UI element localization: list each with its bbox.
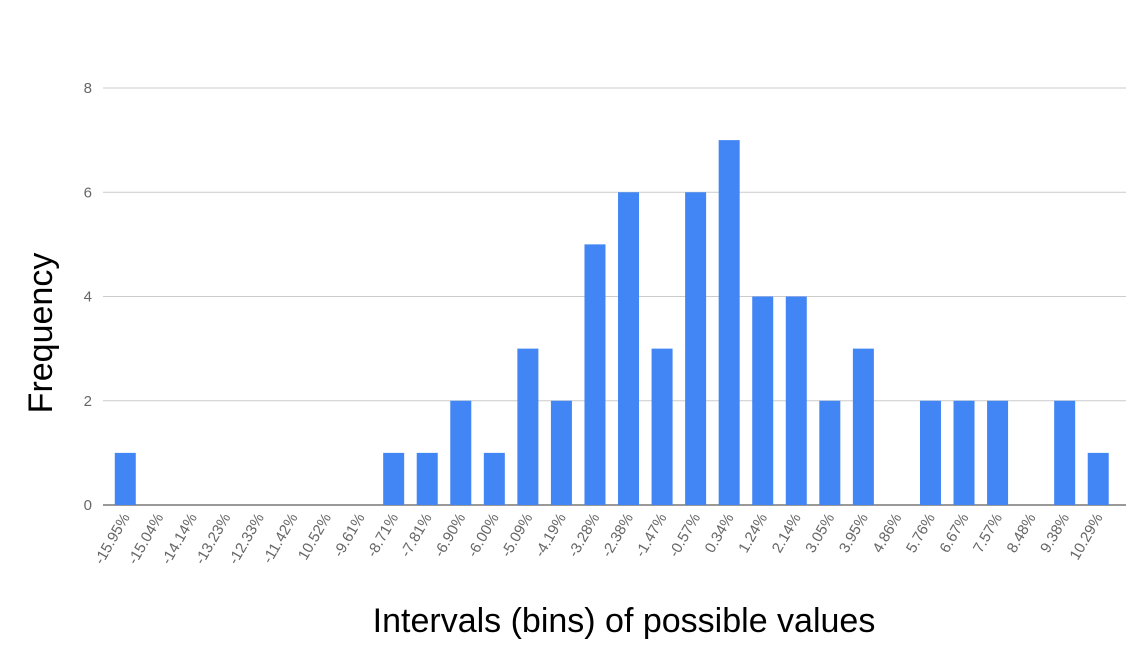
x-tick-label: -9.61%: [330, 511, 368, 561]
bar: [852, 348, 874, 505]
x-tick-label: -2.38%: [599, 511, 637, 561]
x-tick-label: 8.48%: [1004, 511, 1040, 556]
x-tick-label: -8.71%: [364, 511, 402, 561]
x-tick-label: 7.57%: [970, 511, 1006, 556]
bar: [383, 452, 405, 505]
bar: [752, 296, 774, 505]
x-tick-label: 10.52%: [295, 511, 335, 564]
x-tick-label: 3.95%: [836, 511, 872, 556]
x-tick-label: -5.09%: [498, 511, 536, 561]
x-tick-label: 2.14%: [769, 511, 805, 556]
x-tick-label: -0.57%: [666, 511, 704, 561]
x-tick-label: -4.19%: [531, 511, 569, 561]
bar-layer: [114, 140, 1109, 505]
bar: [1087, 452, 1109, 505]
bar: [785, 296, 807, 505]
x-tick-label: 9.38%: [1037, 511, 1073, 556]
bar: [517, 348, 539, 505]
bar: [819, 400, 841, 505]
x-tick-label: 3.05%: [802, 511, 838, 556]
bar: [114, 452, 136, 505]
bar: [450, 400, 472, 505]
bar: [584, 244, 606, 505]
bar: [919, 400, 941, 505]
bar: [483, 452, 505, 505]
bar: [987, 400, 1009, 505]
bar: [718, 140, 740, 505]
x-tick-label: -1.47%: [632, 511, 670, 561]
x-tick-label: 0.34%: [702, 511, 738, 556]
x-tick-label: 1.24%: [735, 511, 771, 556]
y-tick-label: 4: [84, 289, 92, 306]
x-tick-label: -3.28%: [565, 511, 603, 561]
y-axis-title: Frequency: [22, 253, 60, 414]
x-tick-label: 4.86%: [869, 511, 905, 556]
x-tick-labels: -15.95%-15.04%-14.14%-13.23%-12.33%-11.4…: [91, 511, 1107, 568]
bar: [953, 400, 975, 505]
bar: [618, 192, 640, 505]
y-tick-label: 0: [84, 497, 92, 514]
bar: [651, 348, 673, 505]
x-tick-label: 5.76%: [903, 511, 939, 556]
bar: [550, 400, 572, 505]
x-tick-label: -7.81%: [397, 511, 435, 561]
x-axis-title: Intervals (bins) of possible values: [373, 602, 876, 640]
y-tick-labels: 0 2 4 6 8: [84, 80, 92, 514]
bar: [1054, 400, 1076, 505]
y-tick-label: 6: [84, 184, 92, 201]
x-tick-label: 6.67%: [936, 511, 972, 556]
bar: [685, 192, 707, 505]
x-tick-label: -6.00%: [464, 511, 502, 561]
x-tick-label: -6.90%: [431, 511, 469, 561]
y-tick-label: 2: [84, 393, 92, 410]
y-tick-label: 8: [84, 80, 92, 97]
x-tick-label: 10.29%: [1067, 511, 1107, 564]
bar: [416, 452, 438, 505]
